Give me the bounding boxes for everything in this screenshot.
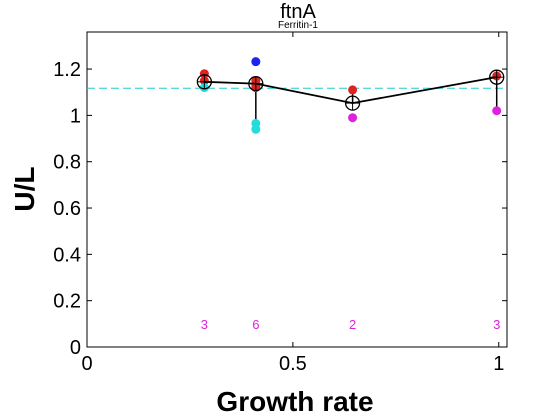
y-tick-label: 0.4 bbox=[53, 244, 81, 266]
y-tick-label: 1.2 bbox=[53, 59, 81, 81]
y-tick-label: 0.2 bbox=[53, 291, 81, 313]
y-tick-label: 0.6 bbox=[53, 198, 81, 220]
count-label: 3 bbox=[493, 317, 500, 332]
count-label: 3 bbox=[201, 317, 208, 332]
mean-line bbox=[204, 76, 497, 105]
plot-area bbox=[86, 31, 508, 348]
replicate-point bbox=[251, 124, 261, 134]
chart-subtitle: Ferritin-1 bbox=[278, 20, 318, 31]
y-axis-label: U/L bbox=[9, 166, 40, 211]
y-tick-label: 1 bbox=[70, 105, 81, 127]
replicate-point bbox=[199, 69, 209, 79]
x-axis-label: Growth rate bbox=[216, 386, 373, 417]
replicate-point bbox=[492, 106, 502, 116]
replicate-point bbox=[348, 113, 358, 123]
x-tick-label: 1 bbox=[493, 353, 504, 375]
count-label: 2 bbox=[349, 317, 356, 332]
replicate-point bbox=[251, 57, 261, 67]
chart-title: ftnA bbox=[280, 1, 316, 23]
chart-marks: 0 0.5 1 0 0.2 0.4 0.6 0.8 1 1.2 3 6 2 3 bbox=[53, 32, 507, 375]
x-tick-label: 0.5 bbox=[279, 353, 307, 375]
x-tick-label: 0 bbox=[81, 353, 92, 375]
replicate-point bbox=[348, 85, 358, 95]
y-tick-label: 0.8 bbox=[53, 152, 81, 174]
count-label: 6 bbox=[252, 317, 259, 332]
y-tick-label: 0 bbox=[70, 337, 81, 359]
